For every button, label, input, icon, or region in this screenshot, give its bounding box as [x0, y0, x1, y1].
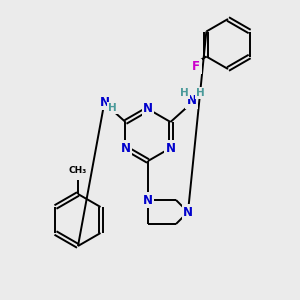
Text: H: H — [108, 103, 117, 113]
Text: N: N — [121, 142, 130, 154]
Text: H: H — [180, 88, 189, 98]
Text: N: N — [166, 142, 176, 154]
Text: N: N — [183, 206, 193, 218]
Text: N: N — [143, 194, 153, 206]
Text: F: F — [192, 60, 200, 73]
Text: N: N — [143, 103, 153, 116]
Text: CH₃: CH₃ — [69, 166, 87, 175]
Text: H: H — [196, 88, 205, 98]
Text: N: N — [187, 94, 196, 107]
Text: N: N — [100, 95, 110, 109]
